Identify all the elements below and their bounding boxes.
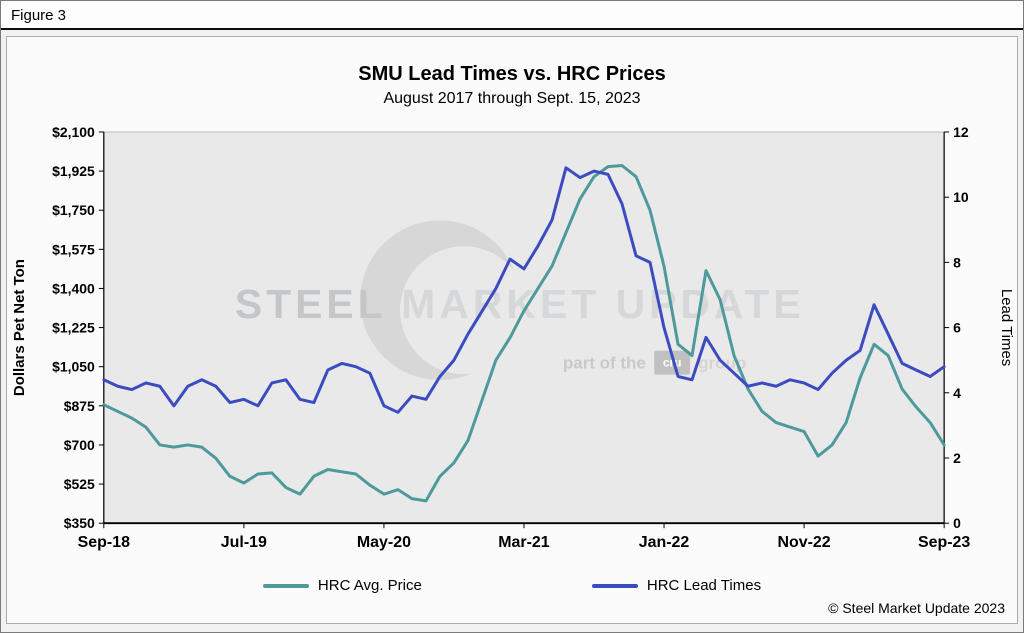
legend: HRC Avg. Price HRC Lead Times — [7, 577, 1017, 594]
series-line-hrc-lead-times — [102, 166, 946, 414]
y-right-tick-label: 8 — [953, 254, 961, 270]
legend-label-hrc-lead-times: HRC Lead Times — [646, 577, 762, 595]
y-left-tick-label: $2,100 — [52, 124, 95, 140]
y-right-tick-label: 4 — [953, 385, 961, 401]
y-right-axis-title: Lead Times — [998, 289, 1015, 366]
y-left-tick-label: $350 — [64, 515, 95, 531]
figure-label: Figure 3 — [1, 1, 1023, 30]
y-left-tick-label: $1,750 — [52, 202, 95, 218]
legend-item-hrc-avg-price: HRC Avg. Price — [262, 577, 422, 595]
cru-logo — [654, 350, 691, 375]
y-left-tick-label: $875 — [64, 398, 95, 414]
y-left-axis-title: Dollars Pet Net Ton — [11, 259, 28, 396]
x-tick-label: Jul-19 — [221, 534, 267, 551]
y-left-tick-label: $700 — [64, 437, 95, 453]
y-left-tick-label: $525 — [64, 476, 95, 492]
chart-title: SMU Lead Times vs. HRC Prices — [358, 63, 666, 85]
x-tick-label: Sep-18 — [78, 534, 130, 551]
x-tick-label: Sep-23 — [918, 534, 970, 551]
x-tick-label: Jan-22 — [639, 534, 690, 551]
cru-logo-text: cru — [663, 356, 682, 370]
watermark-circle-inner — [400, 246, 528, 375]
y-left-tick-label: $1,225 — [52, 320, 95, 336]
y-left-tick-label: $1,400 — [52, 280, 95, 296]
x-tick-label: Nov-22 — [777, 534, 830, 551]
watermark-brand: STEEL MARKET UPDATE — [235, 281, 805, 327]
legend-item-hrc-lead-times: HRC Lead Times — [591, 577, 762, 595]
y-right-tick-label: 12 — [953, 124, 969, 140]
watermark-tagline-prefix: part of the — [563, 354, 646, 373]
chart-subtitle: August 2017 through Sept. 15, 2023 — [383, 90, 641, 107]
y-right-tick-label: 2 — [953, 450, 961, 466]
chart-panel: SMU Lead Times vs. HRC Prices August 201… — [6, 36, 1018, 624]
y-left-tick-label: $1,575 — [52, 241, 95, 257]
x-tick-label: Mar-21 — [498, 534, 550, 551]
legend-swatch-hrc-lead-times — [591, 583, 638, 588]
series-line-hrc-avg-price — [102, 164, 946, 503]
y-right-tick-label: 6 — [953, 320, 961, 336]
legend-label-hrc-avg-price: HRC Avg. Price — [317, 577, 422, 595]
y-left-tick-label: $1,050 — [52, 359, 95, 375]
y-right-tick-label: 0 — [953, 515, 961, 531]
y-left-tick-label: $1,925 — [52, 163, 95, 179]
x-tick-label: May-20 — [357, 534, 411, 551]
copyright: © Steel Market Update 2023 — [828, 600, 1005, 616]
y-right-tick-label: 10 — [953, 189, 969, 205]
legend-swatch-hrc-avg-price — [262, 583, 309, 588]
